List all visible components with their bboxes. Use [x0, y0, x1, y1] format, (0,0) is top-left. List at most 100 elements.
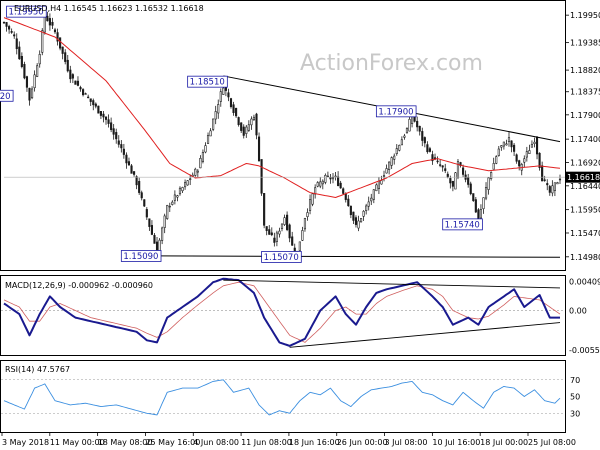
candle-body	[257, 136, 261, 162]
candle-body	[61, 46, 64, 54]
price-annotation-box	[187, 75, 228, 88]
candle-body	[69, 69, 72, 80]
candle-body	[153, 234, 156, 244]
candle-body	[71, 74, 74, 79]
candle-body	[240, 122, 243, 131]
candle-body	[418, 125, 421, 132]
candle-body	[416, 120, 419, 128]
candle-body	[150, 225, 153, 235]
price-annotation-label: 1.18510	[190, 78, 225, 88]
candle-body	[219, 91, 222, 102]
candle-body	[405, 128, 409, 134]
candle-body	[548, 186, 551, 193]
price-panel-frame	[0, 0, 566, 271]
candle-body	[505, 143, 508, 146]
candle-body	[454, 172, 457, 190]
candle-body	[245, 126, 248, 134]
candle-body	[490, 172, 493, 179]
candle-body	[472, 193, 475, 201]
candle-body	[301, 230, 304, 241]
candle-body	[92, 100, 95, 106]
candle-body	[288, 224, 291, 239]
candle-body	[403, 135, 406, 138]
candle-body	[344, 193, 347, 200]
candle-body	[8, 26, 11, 30]
candle-body	[372, 189, 375, 200]
candle-body	[556, 182, 559, 185]
candle-body	[217, 104, 220, 114]
candle-body	[163, 215, 166, 228]
candle-body	[306, 212, 309, 217]
price-tick-label: 1.14980	[570, 253, 600, 262]
time-tick-label: 11 Jun 08:00	[241, 438, 292, 447]
candle-body	[186, 180, 189, 186]
candle-body	[342, 188, 345, 194]
time-tick-label: 18 Jul 00:00	[480, 438, 528, 447]
candle-body	[451, 180, 454, 187]
candle-body	[507, 137, 511, 142]
candle-body	[382, 175, 386, 178]
price-tick-label: 1.18375	[570, 88, 600, 97]
candle-body	[436, 160, 439, 163]
candle-body	[201, 152, 205, 162]
candle-body	[553, 182, 556, 191]
time-tick-label: 10 Jul 16:00	[432, 438, 480, 447]
candle-body	[199, 158, 202, 169]
candle-body	[449, 178, 452, 184]
rsi-tick-label: 50	[570, 393, 580, 402]
time-tick-label: 25 Jul 08:00	[528, 438, 576, 447]
candle-body	[38, 54, 41, 65]
candle-body	[20, 55, 23, 68]
candle-body	[46, 15, 49, 22]
candle-body	[316, 182, 319, 187]
candle-body	[541, 165, 544, 182]
candle-body	[398, 144, 401, 151]
candle-body	[428, 148, 431, 152]
price-layer: 1.19950 1.18220 1.18510 1.15090 1.15070 1.179…	[0, 5, 565, 263]
macd-trendline	[289, 322, 561, 348]
candle-body	[268, 229, 271, 235]
macd-line	[3, 277, 560, 347]
price-annotation-box	[375, 105, 417, 118]
price-tick-label: 1.15470	[570, 229, 600, 238]
candle-body	[43, 15, 46, 33]
candle-body	[513, 144, 516, 152]
macd-tick-label: 0.00	[569, 307, 587, 316]
candle-body	[462, 167, 465, 175]
candle-body	[112, 128, 115, 135]
candle-body	[181, 187, 184, 192]
candle-body	[122, 148, 125, 155]
rsi-label: RSI(14) 47.5767	[5, 365, 70, 374]
candle-body	[140, 192, 143, 199]
candle-body	[51, 21, 54, 26]
candle-body	[194, 168, 197, 176]
candle-body	[18, 46, 21, 60]
candle-body	[331, 177, 335, 180]
candle-body	[393, 155, 396, 160]
candle-body	[365, 205, 368, 211]
price-tick-label: 1.17900	[570, 111, 600, 120]
candle-body	[64, 52, 67, 62]
candle-body	[400, 139, 403, 146]
candle-body	[293, 247, 296, 252]
candle-body	[423, 137, 426, 144]
candle-body	[265, 226, 268, 231]
candle-body	[431, 154, 434, 162]
time-tick-label: 25 May 16:00	[145, 438, 200, 447]
candle-body	[232, 104, 235, 113]
price-annotation-box	[442, 218, 483, 231]
candle-body	[263, 193, 266, 226]
time-tick-label: 3 Jul 08:00	[385, 438, 428, 447]
candle-body	[278, 230, 281, 235]
candle-body	[270, 232, 273, 236]
current-price-label: 1.16618	[567, 173, 600, 182]
candle-body	[173, 194, 176, 201]
candle-body	[538, 152, 541, 168]
candle-body	[354, 217, 358, 225]
candle-body	[482, 197, 485, 210]
candle-body	[500, 145, 503, 148]
candle-body	[74, 80, 77, 85]
candle-body	[237, 117, 240, 125]
time-tick-label: 11 May 00:00	[50, 438, 105, 447]
